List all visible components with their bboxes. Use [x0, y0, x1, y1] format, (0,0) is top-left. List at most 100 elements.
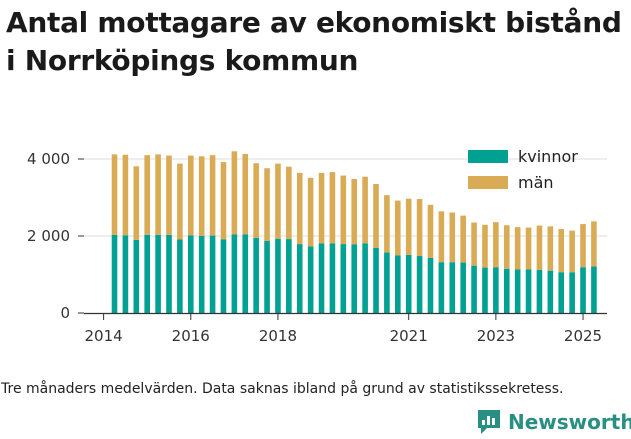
bar-man	[547, 226, 554, 271]
bar-man	[198, 156, 205, 236]
bar-kvinnor	[373, 247, 379, 313]
bar-man	[220, 162, 227, 240]
bar-man	[242, 153, 249, 235]
bar-kvinnor	[405, 254, 412, 313]
bar-kvinnor	[264, 241, 270, 313]
bar-man	[329, 172, 336, 244]
bar-man	[286, 166, 292, 240]
chart-title: Antal mottagare av ekonomiskt bistånd i …	[6, 4, 631, 80]
bar-kvinnor	[427, 257, 434, 313]
bar-man	[503, 225, 510, 269]
bar-kvinnor	[536, 269, 543, 313]
legend-label: kvinnor	[518, 147, 578, 166]
bar-man	[373, 184, 379, 248]
bar-man	[482, 224, 488, 268]
bar-man	[155, 154, 161, 235]
bar-man	[438, 211, 445, 263]
bar-kvinnor	[449, 262, 456, 313]
bar-man	[166, 155, 172, 235]
bar-man	[536, 225, 543, 270]
bar-man	[460, 215, 466, 263]
bar-man	[569, 230, 575, 273]
bar-kvinnor	[329, 243, 336, 313]
bar-man	[514, 227, 521, 270]
newsworthy-logo-icon	[478, 410, 500, 434]
x-tick-label: 2014	[85, 327, 123, 345]
bar-kvinnor	[231, 234, 238, 313]
bar-man	[384, 195, 390, 253]
bar-kvinnor	[166, 234, 172, 313]
bar-man	[307, 177, 314, 247]
x-tick-label: 2016	[172, 327, 210, 345]
bar-kvinnor	[503, 268, 510, 313]
bar-kvinnor	[569, 272, 575, 313]
bar-kvinnor	[122, 235, 129, 313]
bar-kvinnor	[362, 243, 368, 313]
y-tick-label: 2 000	[27, 227, 70, 245]
x-tick-label: 2025	[564, 327, 602, 345]
bar-man	[362, 176, 368, 244]
x-tick-label: 2023	[477, 327, 515, 345]
bar-kvinnor	[177, 239, 183, 313]
brand-logo: Newsworthy	[476, 407, 631, 437]
bar-man	[296, 172, 303, 245]
bar-kvinnor	[144, 234, 150, 313]
legend-label: män	[518, 173, 554, 192]
bar-kvinnor	[460, 262, 466, 313]
bar-kvinnor	[133, 239, 140, 313]
bar-kvinnor	[438, 262, 445, 313]
bar-kvinnor	[416, 256, 423, 313]
title-line-2: i Norrköpings kommun	[6, 44, 359, 77]
bar-man	[493, 222, 499, 268]
bar-man	[351, 179, 358, 245]
brand-name: Newsworthy	[508, 410, 631, 434]
y-tick-label: 4 000	[27, 150, 70, 168]
bar-kvinnor	[395, 255, 401, 313]
bar-kvinnor	[155, 234, 161, 313]
bar-kvinnor	[253, 237, 259, 313]
bar-man	[253, 163, 259, 238]
bar-kvinnor	[384, 252, 390, 313]
legend-swatch	[468, 150, 508, 163]
bar-man	[558, 229, 565, 273]
bar-kvinnor	[514, 269, 521, 313]
bar-man	[187, 155, 194, 236]
bar-kvinnor	[340, 244, 347, 313]
bar-kvinnor	[220, 239, 227, 313]
bar-kvinnor	[558, 272, 565, 313]
bar-kvinnor	[471, 265, 477, 313]
bar-kvinnor	[296, 244, 303, 313]
bar-man	[275, 163, 281, 239]
bar-man	[111, 154, 118, 235]
bar-kvinnor	[493, 267, 499, 313]
bar-man	[177, 163, 183, 240]
bar-kvinnor	[351, 244, 358, 313]
bar-man	[591, 221, 597, 267]
bar-man	[471, 222, 477, 266]
bar-man	[144, 155, 150, 235]
bar-man	[427, 204, 434, 258]
footnote: Tre månaders medelvärden. Data saknas ib…	[1, 381, 564, 397]
bar-man	[340, 175, 347, 245]
bar-man	[133, 166, 140, 240]
y-tick-label: 0	[60, 304, 70, 322]
bar-kvinnor	[275, 238, 281, 313]
bar-man	[209, 155, 216, 236]
bar-man	[449, 212, 456, 263]
bar-man	[405, 198, 412, 255]
bar-kvinnor	[580, 267, 586, 313]
bar-kvinnor	[307, 246, 314, 313]
bar-man	[122, 154, 129, 236]
bar-man	[231, 151, 238, 235]
bar-kvinnor	[286, 239, 292, 313]
bar-kvinnor	[318, 243, 325, 313]
bar-kvinnor	[547, 270, 554, 313]
title-line-1: Antal mottagare av ekonomiskt bistånd	[6, 6, 622, 39]
bar-man	[264, 168, 270, 242]
bar-kvinnor	[591, 266, 597, 313]
legend-swatch	[468, 176, 508, 189]
bar-man	[318, 172, 325, 244]
bar-kvinnor	[198, 236, 205, 313]
bar-kvinnor	[525, 269, 532, 313]
